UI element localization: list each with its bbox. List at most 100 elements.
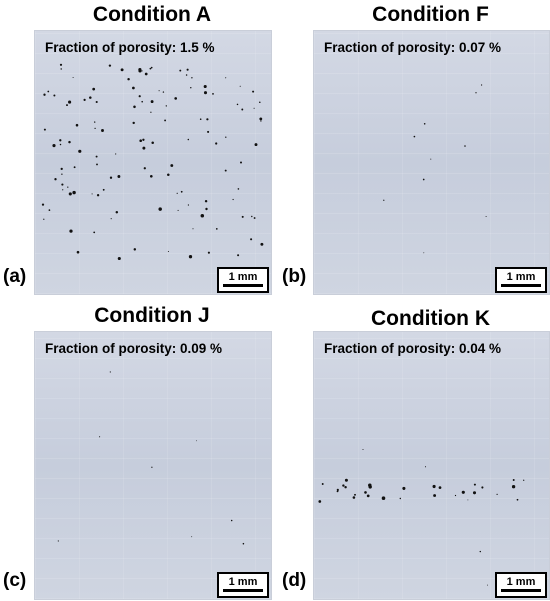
- pore: [191, 536, 193, 538]
- panel-title: Condition J: [94, 304, 210, 327]
- pore: [479, 550, 481, 553]
- pore: [516, 498, 519, 501]
- pore: [188, 255, 193, 259]
- pore: [464, 145, 466, 147]
- pore: [215, 228, 218, 230]
- pore: [174, 97, 178, 100]
- pore: [150, 111, 152, 113]
- pore: [467, 499, 469, 501]
- pore: [251, 215, 253, 218]
- pore: [337, 490, 339, 492]
- pore: [141, 100, 143, 103]
- panel-title: Condition A: [92, 3, 212, 26]
- pore: [150, 66, 153, 69]
- scale-bar-line: [223, 284, 263, 287]
- pore: [43, 218, 45, 220]
- pore: [72, 77, 74, 78]
- panel-title: Condition F: [372, 3, 489, 26]
- pore: [141, 70, 143, 72]
- pore: [239, 85, 241, 87]
- pore: [207, 130, 210, 133]
- micrograph-image: Fraction of porosity: 0.04 % 1 mm: [313, 331, 550, 600]
- pore: [422, 178, 425, 181]
- pore: [94, 127, 96, 130]
- pore: [138, 68, 142, 72]
- pore: [190, 87, 192, 89]
- pore: [165, 105, 167, 107]
- pore: [473, 483, 476, 486]
- pore: [487, 584, 488, 586]
- pore: [253, 107, 255, 109]
- pore: [52, 144, 56, 148]
- scale-bar: 1 mm: [217, 572, 269, 598]
- porosity-fraction-label: Fraction of porosity: 0.04 %: [324, 341, 502, 356]
- pore: [366, 494, 370, 498]
- pore: [115, 153, 117, 155]
- scale-bar-line: [501, 589, 541, 592]
- pore: [260, 120, 262, 122]
- micrograph-image: Fraction of porosity: 0.07 % 1 mm: [313, 30, 550, 295]
- pore: [143, 167, 146, 170]
- pore: [93, 231, 96, 234]
- scale-bar-label: 1 mm: [228, 576, 258, 588]
- pore: [110, 218, 112, 220]
- pore: [461, 490, 465, 494]
- pore: [364, 491, 367, 494]
- pore: [344, 478, 348, 482]
- pore: [481, 84, 483, 86]
- pore: [199, 118, 202, 120]
- pore: [413, 135, 416, 138]
- pore: [109, 176, 113, 179]
- pore: [92, 87, 96, 91]
- pore: [241, 215, 244, 218]
- panel-label: (b): [282, 266, 307, 287]
- pore: [69, 229, 73, 233]
- pore: [59, 139, 62, 142]
- pore: [43, 93, 46, 96]
- pore: [48, 209, 51, 211]
- pore: [512, 479, 515, 481]
- pore: [151, 466, 153, 468]
- pore: [67, 186, 69, 188]
- pore: [232, 198, 234, 201]
- panel-label: (c): [3, 570, 27, 591]
- pore: [523, 479, 525, 481]
- pore: [259, 117, 263, 121]
- micrograph-image: Fraction of porosity: 1.5 % 1 mm: [34, 30, 272, 295]
- pore: [241, 108, 244, 111]
- pore: [99, 436, 101, 438]
- pore: [43, 128, 46, 131]
- pore: [57, 540, 59, 542]
- pore: [207, 251, 210, 254]
- pore: [204, 199, 208, 203]
- pore: [253, 217, 256, 219]
- pore-layer: [383, 84, 487, 254]
- pore: [95, 155, 98, 158]
- pore: [236, 103, 239, 106]
- pore: [59, 63, 63, 66]
- pore: [142, 146, 146, 150]
- pore: [66, 104, 68, 107]
- pore: [73, 166, 76, 169]
- pore: [162, 91, 165, 93]
- pore: [438, 486, 442, 489]
- pore: [133, 105, 136, 109]
- pore: [250, 238, 253, 241]
- pore: [96, 163, 98, 166]
- pore: [120, 68, 124, 72]
- pore-layer: [318, 449, 525, 586]
- panel-label: (a): [3, 266, 27, 287]
- pore: [91, 193, 93, 195]
- pore: [62, 189, 64, 191]
- pore: [192, 228, 194, 230]
- pore: [89, 96, 92, 99]
- scale-bar-label: 1 mm: [228, 271, 258, 283]
- pore: [381, 496, 386, 500]
- pore: [60, 167, 63, 171]
- pore: [101, 129, 104, 132]
- pore: [318, 500, 322, 503]
- pore: [186, 68, 189, 71]
- pore: [102, 188, 105, 191]
- pore: [195, 440, 197, 442]
- pore: [432, 484, 436, 489]
